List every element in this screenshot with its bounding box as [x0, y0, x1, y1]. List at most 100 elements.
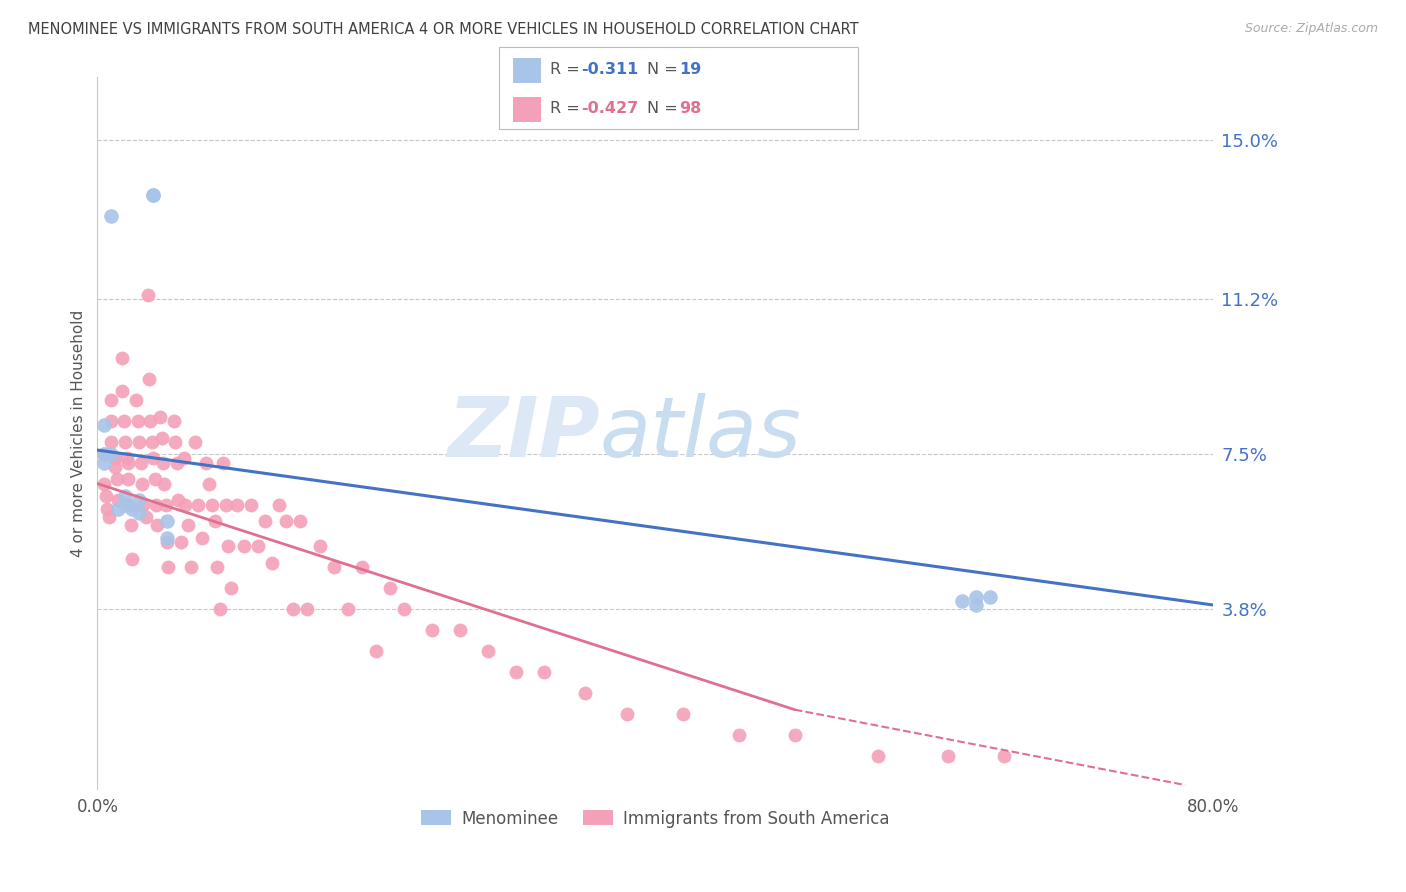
Point [118, 498, 141, 512]
Point [93, 456, 115, 470]
Point [166, 456, 188, 470]
Point [129, 456, 152, 470]
Text: MENOMINEE VS IMMIGRANTS FROM SOUTH AMERICA 4 OR MORE VEHICLES IN HOUSEHOLD CORRE: MENOMINEE VS IMMIGRANTS FROM SOUTH AMERI… [28, 22, 859, 37]
Point [274, 514, 297, 528]
Point [111, 351, 134, 365]
Point [366, 644, 388, 658]
Point [392, 602, 415, 616]
Point [114, 434, 136, 449]
Point [616, 706, 638, 721]
Y-axis label: 4 or more Vehicles in Household: 4 or more Vehicles in Household [72, 310, 86, 557]
Point [165, 434, 187, 449]
Point [138, 372, 160, 386]
Point [965, 598, 987, 612]
Point [93, 447, 115, 461]
Point [232, 540, 254, 554]
Point [136, 288, 159, 302]
Point [253, 514, 276, 528]
Point [156, 531, 179, 545]
Point [672, 706, 695, 721]
Text: ZIP: ZIP [447, 392, 599, 474]
Point [96, 501, 118, 516]
Point [156, 514, 179, 528]
Point [281, 602, 304, 616]
Point [201, 498, 224, 512]
Point [152, 456, 174, 470]
Point [127, 414, 149, 428]
Text: atlas: atlas [599, 392, 801, 474]
Point [105, 472, 128, 486]
Point [100, 209, 122, 223]
Point [170, 535, 193, 549]
Point [868, 748, 890, 763]
Point [288, 514, 311, 528]
Point [155, 498, 177, 512]
Text: -0.427: -0.427 [581, 101, 638, 116]
Point [323, 560, 346, 574]
Point [309, 540, 332, 554]
Point [114, 498, 136, 512]
Point [207, 560, 229, 574]
Point [150, 430, 173, 444]
Point [157, 560, 180, 574]
Point [121, 552, 143, 566]
Point [979, 590, 1001, 604]
Point [728, 728, 751, 742]
Point [145, 498, 167, 512]
Point [505, 665, 527, 679]
Point [104, 451, 127, 466]
Point [173, 451, 195, 466]
Point [93, 476, 115, 491]
Point [950, 594, 973, 608]
Point [142, 451, 165, 466]
Point [104, 459, 127, 474]
Text: 19: 19 [679, 62, 702, 77]
Point [267, 498, 290, 512]
Point [217, 540, 239, 554]
Point [117, 456, 139, 470]
Point [574, 686, 596, 700]
Point [107, 493, 129, 508]
Point [177, 518, 200, 533]
Point [125, 392, 148, 407]
Point [114, 489, 136, 503]
Point [180, 560, 202, 574]
Point [143, 472, 166, 486]
Point [187, 498, 209, 512]
Point [103, 451, 125, 466]
Point [174, 498, 197, 512]
Point [246, 540, 269, 554]
Point [352, 560, 374, 574]
Point [477, 644, 499, 658]
Point [337, 602, 360, 616]
Point [420, 623, 443, 637]
Point [111, 384, 134, 399]
Point [93, 447, 115, 461]
Point [146, 518, 169, 533]
Point [239, 498, 262, 512]
Point [100, 392, 122, 407]
Point [212, 456, 235, 470]
Text: R =: R = [550, 101, 585, 116]
Point [295, 602, 318, 616]
Point [93, 417, 115, 432]
Point [214, 498, 236, 512]
Text: -0.311: -0.311 [581, 62, 638, 77]
Text: R =: R = [550, 62, 585, 77]
Point [142, 187, 165, 202]
Point [131, 476, 153, 491]
Point [115, 451, 138, 466]
Point [100, 434, 122, 449]
Point [128, 493, 150, 508]
Point [219, 581, 242, 595]
Text: N =: N = [647, 101, 683, 116]
Point [167, 493, 190, 508]
Point [132, 498, 155, 512]
Point [195, 456, 218, 470]
Point [94, 489, 117, 503]
Text: 98: 98 [679, 101, 702, 116]
Point [225, 498, 247, 512]
Text: N =: N = [647, 62, 683, 77]
Point [107, 501, 129, 516]
Point [97, 510, 120, 524]
